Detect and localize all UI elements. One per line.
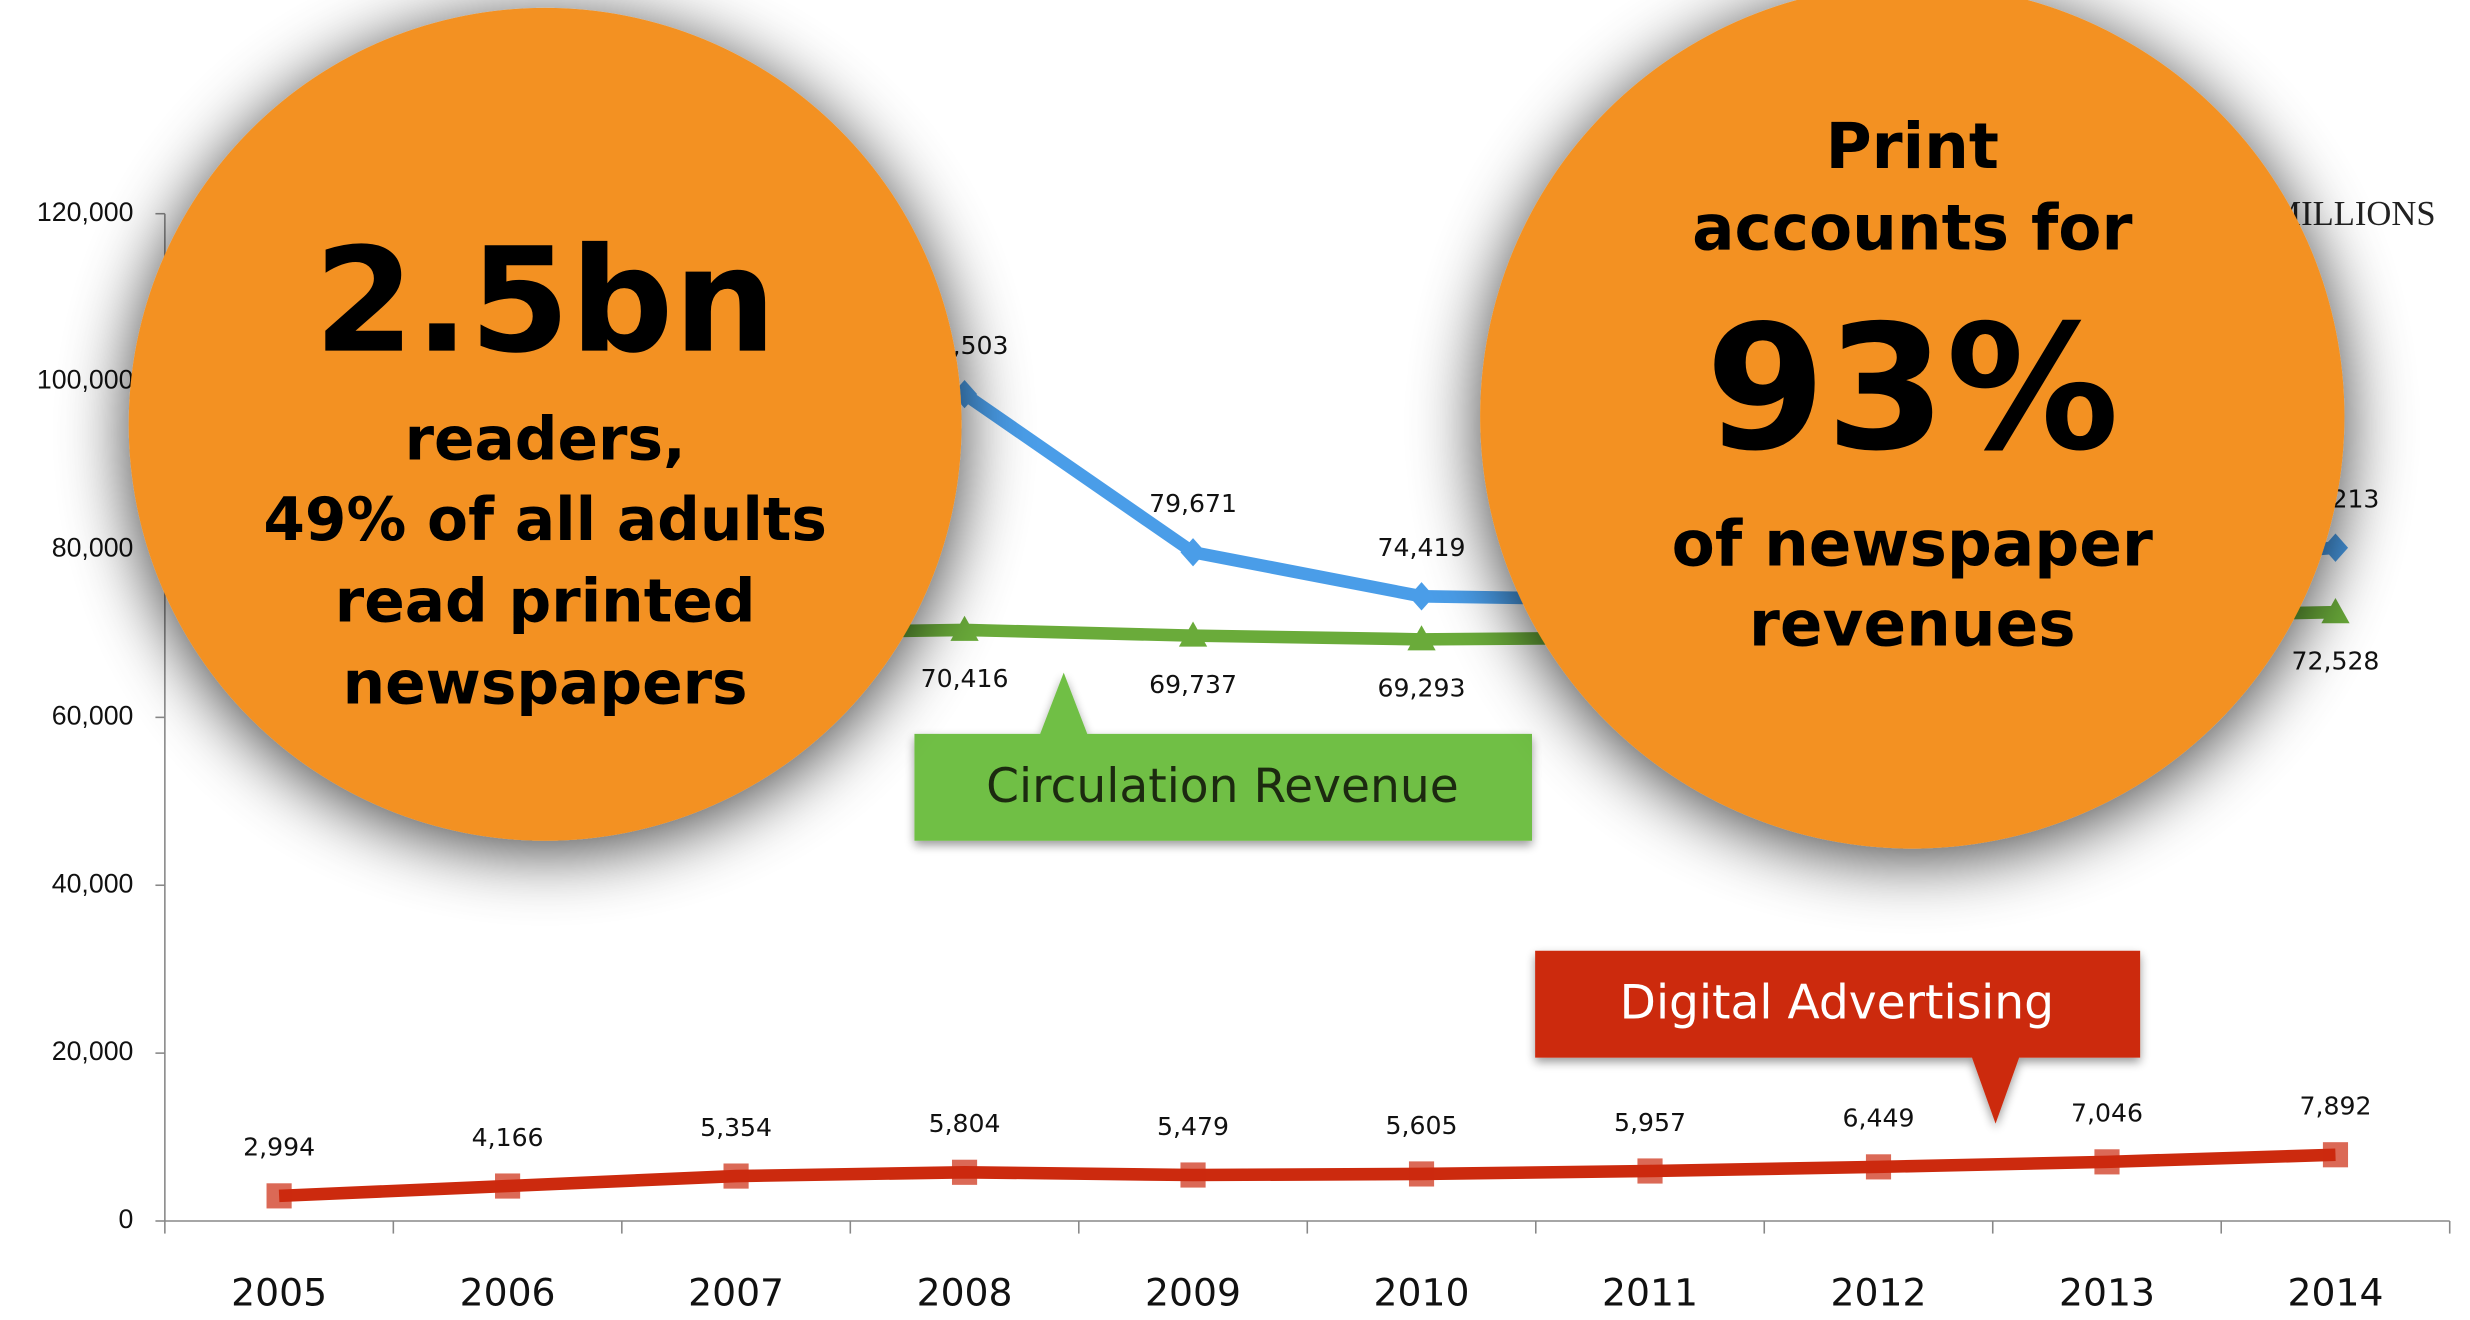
callout-label: Digital Advertising bbox=[1620, 976, 2054, 1031]
y-tick-label: 40,000 bbox=[52, 868, 134, 898]
marker bbox=[723, 1163, 749, 1189]
data-label: 5,957 bbox=[1614, 1108, 1686, 1137]
stat-text: newspapers bbox=[343, 649, 748, 718]
x-tick-label: 2006 bbox=[460, 1270, 556, 1314]
x-tick-label: 2012 bbox=[1831, 1270, 1927, 1314]
data-label: 79,671 bbox=[1149, 489, 1237, 518]
marker bbox=[1637, 1158, 1663, 1184]
data-label: 69,293 bbox=[1378, 674, 1466, 703]
stat-text: 2.5bn bbox=[314, 218, 777, 386]
y-tick-label: 100,000 bbox=[37, 365, 134, 395]
y-tick-label: 20,000 bbox=[52, 1036, 134, 1066]
data-label: 4,166 bbox=[472, 1123, 544, 1152]
x-tick-label: 2011 bbox=[1602, 1270, 1698, 1314]
stat-text: 93% bbox=[1705, 288, 2119, 489]
x-tick-label: 2005 bbox=[231, 1270, 327, 1314]
x-tick-label: 2010 bbox=[1374, 1270, 1470, 1314]
overlays: Circulation Revenue Digital Advertising 2.… bbox=[128, 0, 2345, 1124]
stat-text: 49% of all adults bbox=[263, 486, 827, 555]
data-label: 72,528 bbox=[2292, 646, 2380, 675]
x-tick-label: 2014 bbox=[2287, 1270, 2383, 1314]
x-tick-label: 2009 bbox=[1145, 1270, 1241, 1314]
stat-text: Print bbox=[1826, 110, 1999, 183]
callout-label: Circulation Revenue bbox=[986, 759, 1459, 814]
y-tick-label: 120,000 bbox=[37, 197, 134, 227]
stat-text: of newspaper bbox=[1672, 508, 2153, 581]
marker bbox=[2321, 598, 2350, 624]
stat-text: read printed bbox=[335, 568, 756, 637]
data-label: 7,046 bbox=[2071, 1099, 2143, 1128]
data-label: 69,737 bbox=[1149, 670, 1237, 699]
x-tick-label: 2013 bbox=[2059, 1270, 2155, 1314]
x-tick-label: 2007 bbox=[688, 1270, 784, 1314]
data-label: 70,416 bbox=[921, 664, 1009, 693]
y-tick-label: 60,000 bbox=[52, 700, 134, 730]
marker bbox=[951, 1159, 978, 1185]
data-label: 5,804 bbox=[929, 1109, 1001, 1138]
stat-text: readers, bbox=[405, 406, 686, 475]
y-tick-label: 0 bbox=[119, 1204, 134, 1234]
data-label: 74,419 bbox=[1378, 533, 1466, 562]
data-label: 5,479 bbox=[1157, 1112, 1229, 1141]
marker bbox=[495, 1173, 521, 1199]
data-label: 5,605 bbox=[1386, 1111, 1458, 1140]
data-label: 5,354 bbox=[700, 1113, 772, 1142]
stat-text: accounts for bbox=[1692, 192, 2132, 265]
marker bbox=[266, 1183, 292, 1209]
marker bbox=[1408, 1161, 1435, 1187]
x-tick-label: 2008 bbox=[917, 1270, 1013, 1314]
stat-circle bbox=[128, 7, 962, 841]
data-label: 7,892 bbox=[2300, 1092, 2372, 1121]
stat-text: revenues bbox=[1749, 588, 2076, 661]
data-label: 6,449 bbox=[1843, 1104, 1915, 1133]
marker bbox=[1408, 582, 1435, 611]
marker bbox=[950, 615, 979, 641]
stat-circle bbox=[1480, 0, 2345, 849]
marker bbox=[1865, 1154, 1892, 1180]
marker bbox=[1178, 621, 1208, 647]
callout-box bbox=[914, 672, 1532, 841]
marker bbox=[1180, 1162, 1206, 1188]
series-line bbox=[278, 1148, 2336, 1203]
marker bbox=[1407, 625, 1436, 651]
marker bbox=[2094, 1149, 2120, 1175]
data-label: 2,994 bbox=[243, 1133, 315, 1162]
callout-box bbox=[1535, 950, 2141, 1124]
marker bbox=[2322, 1142, 2349, 1168]
y-tick-label: 80,000 bbox=[52, 533, 134, 563]
